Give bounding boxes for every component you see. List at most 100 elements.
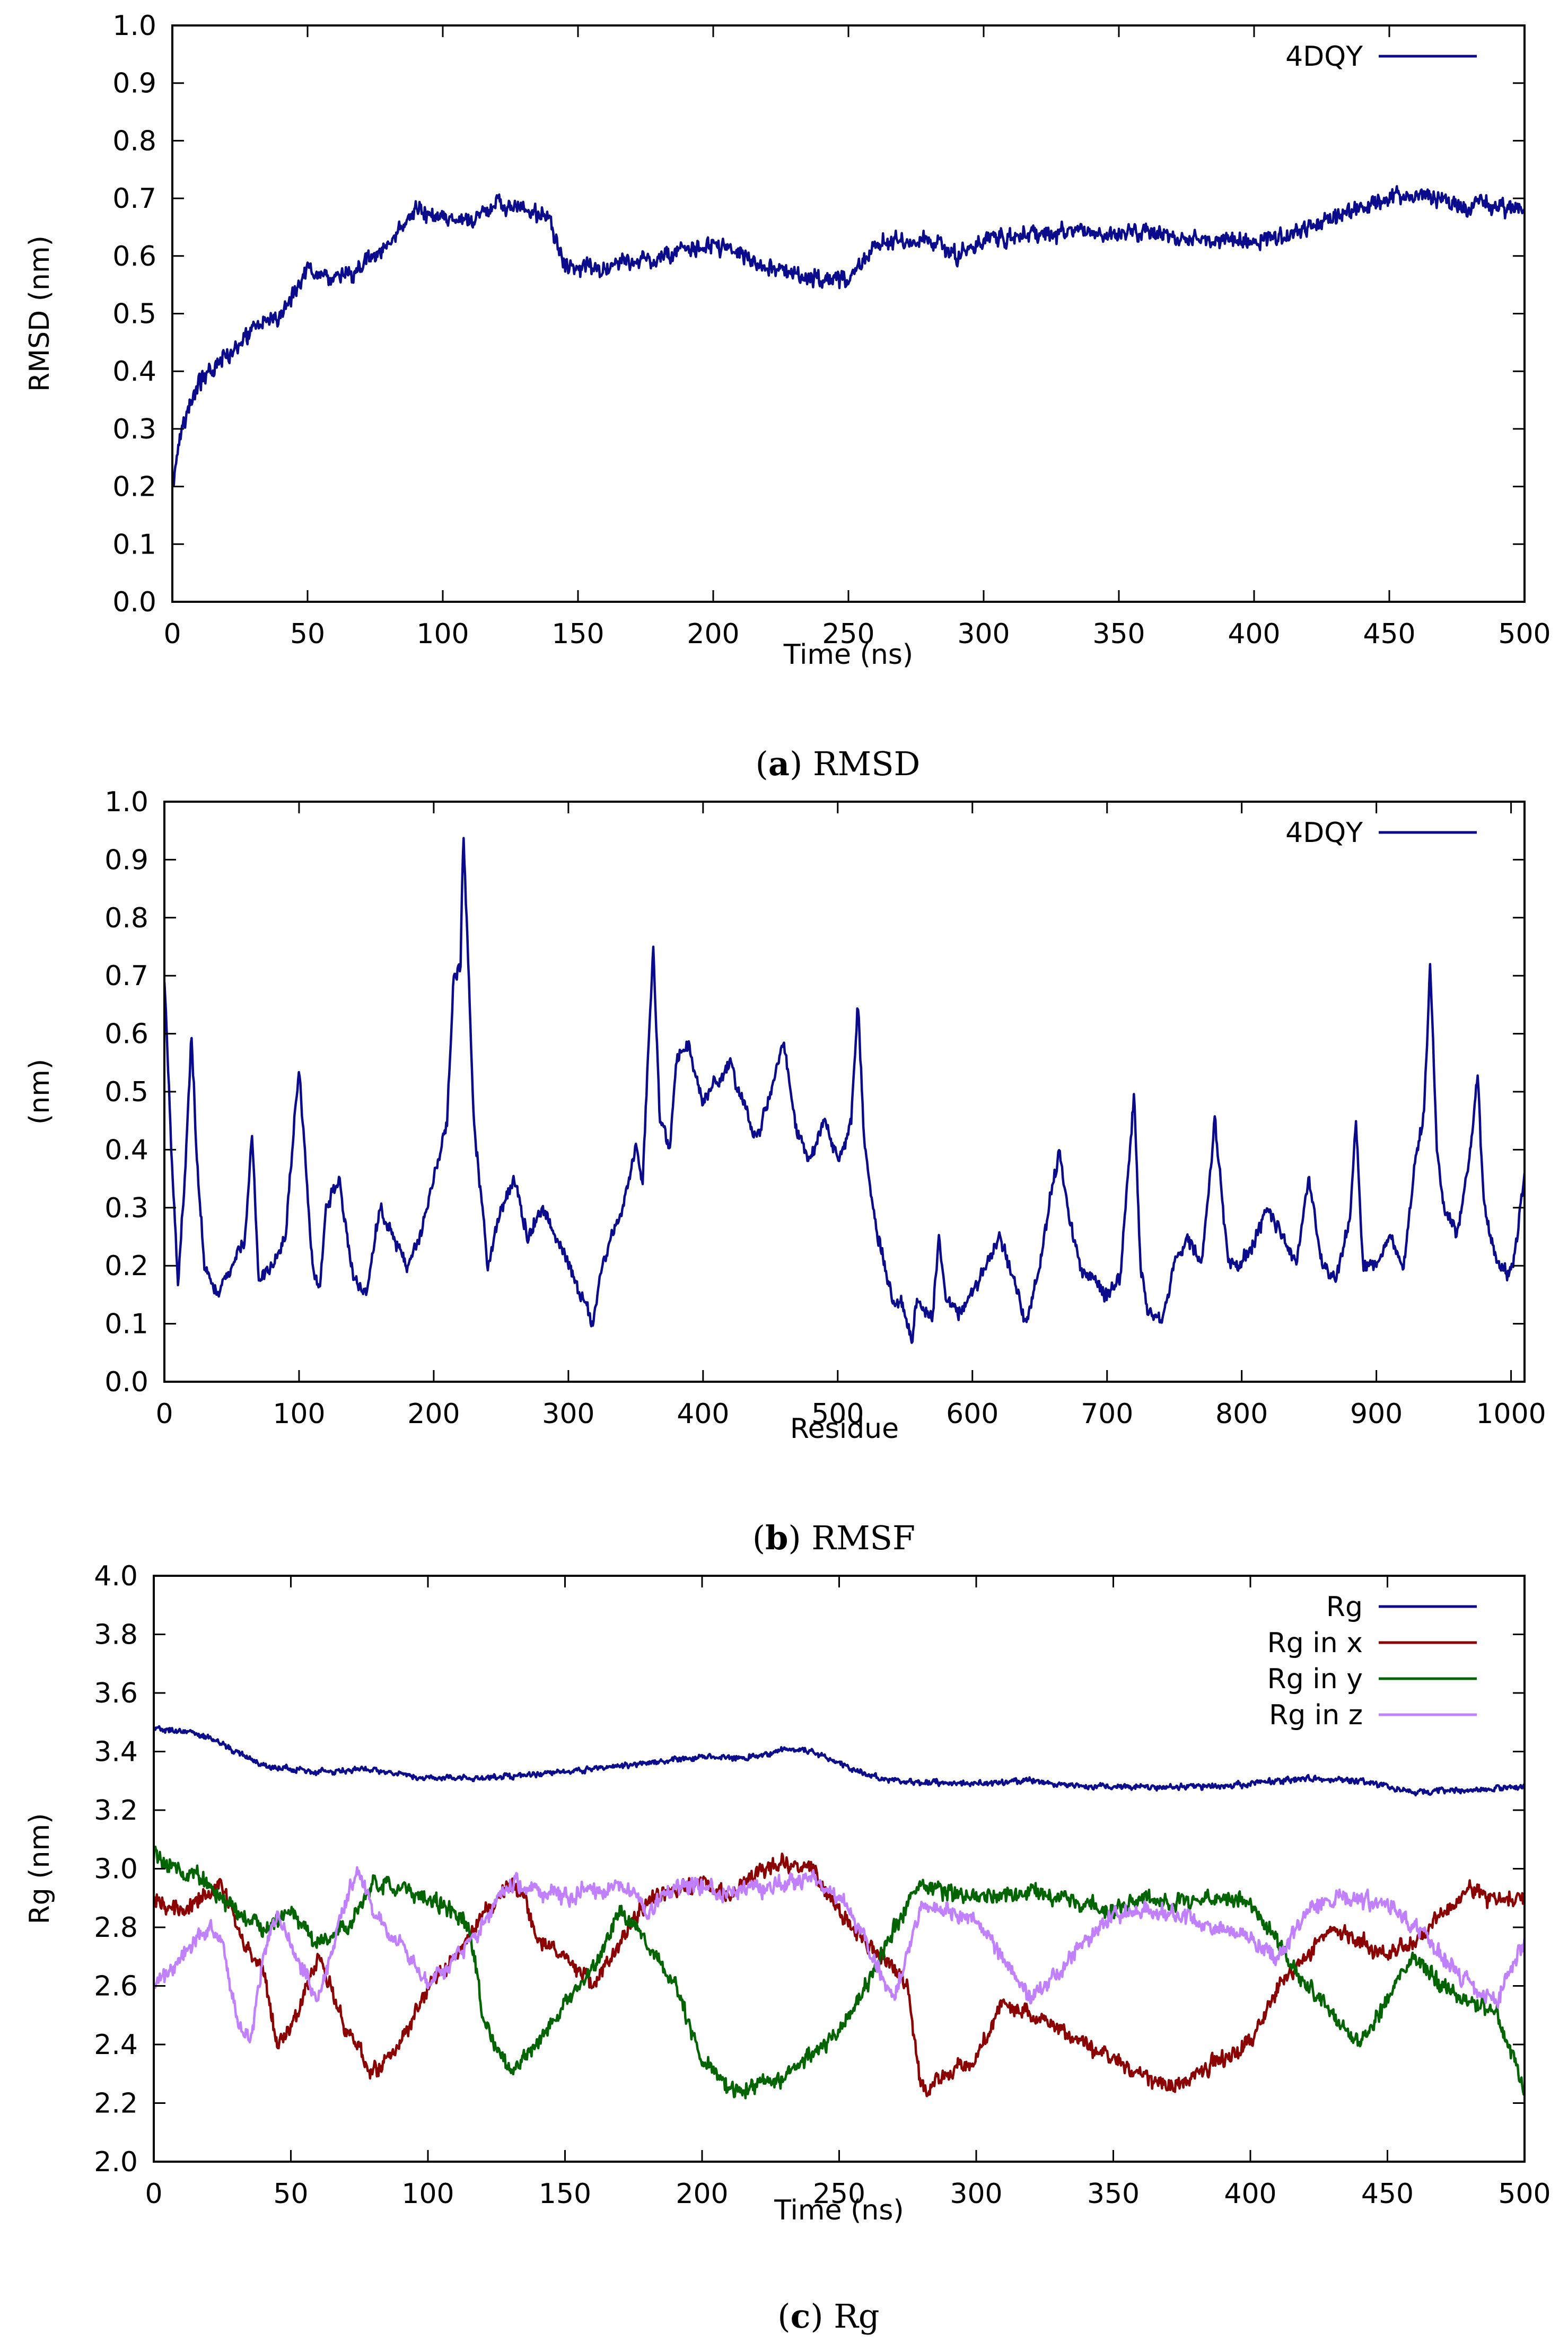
y-tick-label: 0.1 (104, 1309, 148, 1340)
series-group (164, 837, 1525, 1344)
caption-text: RMSD (813, 744, 920, 783)
x-axis-label: Time (ns) (783, 639, 913, 671)
y-tick-label: 0.3 (104, 1192, 148, 1224)
x-tick-label: 100 (273, 1398, 325, 1430)
x-tick-label: 50 (290, 618, 325, 650)
x-tick-label: 0 (145, 2178, 162, 2210)
x-axis-label: Time (ns) (774, 2195, 904, 2226)
chart-panel-c: 0 50 100 150 200 250 300 350 400 450 500 2.0 2.2 2.4 2… (24, 1560, 1551, 2336)
caption-text: Rg (834, 2297, 879, 2336)
y-tick-label: 3.0 (94, 1854, 138, 1885)
x-tick-label: 300 (542, 1398, 594, 1430)
y-tick-label: 3.4 (94, 1736, 138, 1768)
series-line-rg (154, 1725, 1525, 1797)
x-tick-label: 50 (273, 2178, 308, 2210)
y-tick-label: 0.2 (112, 471, 156, 503)
y-tick-label: 0.3 (112, 414, 156, 445)
figure-caption: (b) RMSF (752, 1519, 915, 1557)
y-axis-label: RMSD (nm) (24, 235, 56, 392)
x-tick-label: 250 (822, 618, 874, 650)
y-tick-label: 1.0 (112, 10, 156, 42)
y-tick-label: 0.0 (112, 586, 156, 618)
y-tick-label: 0.5 (112, 299, 156, 330)
legend-label: Rg in x (1267, 1627, 1363, 1659)
y-tick-label: 0.5 (104, 1076, 148, 1108)
caption-letter: c (791, 2297, 811, 2336)
x-tick-label: 700 (1081, 1398, 1133, 1430)
x-tick-label: 400 (677, 1398, 729, 1430)
x-tick-label: 400 (1224, 2178, 1276, 2210)
y-axis-label: (nm) (24, 1059, 56, 1125)
series-line-rg-in-y (154, 1845, 1525, 2100)
series-line-rg-in-z (154, 1866, 1525, 2043)
y-tick-label: 2.0 (94, 2146, 138, 2178)
x-tick-label: 1000 (1476, 1398, 1546, 1430)
legend-label: Rg in y (1267, 1663, 1363, 1695)
y-tick-label: 2.6 (94, 1971, 138, 2003)
y-tick-label: 0.2 (104, 1250, 148, 1282)
x-tick-label: 100 (401, 2178, 454, 2210)
x-tick-label: 500 (1498, 618, 1551, 650)
legend-label: 4DQY (1285, 817, 1363, 849)
y-tick-label: 0.4 (104, 1134, 148, 1166)
x-tick-label: 300 (957, 618, 1010, 650)
y-tick-label: 2.8 (94, 1912, 138, 1944)
y-tick-label: 3.2 (94, 1795, 138, 1827)
x-tick-label: 350 (1087, 2178, 1140, 2210)
x-tick-label: 350 (1092, 618, 1145, 650)
y-tick-label: 0.8 (104, 902, 148, 934)
y-tick-label: 0.0 (104, 1366, 148, 1398)
y-tick-label: 0.4 (112, 356, 156, 388)
x-tick-label: 900 (1350, 1398, 1403, 1430)
y-axis-label: Rg (nm) (24, 1813, 56, 1925)
y-tick-label: 0.9 (112, 68, 156, 100)
y-tick-label: 4.0 (94, 1560, 138, 1592)
x-tick-label: 800 (1215, 1398, 1268, 1430)
x-tick-label: 600 (946, 1398, 998, 1430)
x-tick-label: 300 (950, 2178, 1002, 2210)
y-tick-label: 0.6 (112, 241, 156, 273)
series-group (154, 1725, 1525, 2100)
caption-letter: a (768, 744, 790, 783)
x-tick-label: 250 (813, 2178, 865, 2210)
chart-panels: 0 50 100 150 200 250 300 350 400 450 5000.00.10.20… (24, 10, 1551, 2336)
x-tick-label: 200 (676, 2178, 728, 2210)
legend-label: Rg in z (1269, 1699, 1363, 1731)
x-tick-label: 0 (155, 1398, 173, 1430)
y-tick-label: 3.8 (94, 1619, 138, 1651)
legend-label: 4DQY (1285, 41, 1363, 73)
y-tick-label: 0.7 (104, 960, 148, 992)
x-tick-label: 450 (1363, 618, 1415, 650)
x-tick-label: 400 (1228, 618, 1280, 650)
x-tick-label: 200 (407, 1398, 460, 1430)
legend-label: Rg (1326, 1591, 1363, 1623)
y-tick-label: 2.2 (94, 2088, 138, 2120)
x-tick-label: 200 (687, 618, 739, 650)
x-tick-label: 500 (811, 1398, 864, 1430)
x-tick-label: 100 (416, 618, 469, 650)
figure-caption: (c) Rg (777, 2297, 879, 2336)
chart-panel-b: 0 100 200 300 400 500 600 700 800 900 1000 0.0 0.1 0.… (24, 786, 1546, 1557)
x-tick-label: 150 (551, 618, 604, 650)
y-tick-label: 2.4 (94, 2029, 138, 2061)
caption-letter: b (765, 1519, 788, 1557)
series-line-4dqy (172, 185, 1525, 487)
chart-panel-a: 0 50 100 150 200 250 300 350 400 450 500 0.0 0.1 0.2 0… (24, 10, 1551, 783)
x-tick-label: 150 (539, 2178, 591, 2210)
series-group (172, 185, 1525, 487)
figure-caption: (a) RMSD (756, 744, 921, 783)
caption-text: RMSF (811, 1519, 915, 1557)
y-tick-label: 0.6 (104, 1019, 148, 1050)
y-tick-label: 3.6 (94, 1678, 138, 1709)
y-tick-label: 0.7 (112, 183, 156, 215)
x-axis-label: Residue (790, 1413, 899, 1445)
y-tick-label: 0.8 (112, 125, 156, 157)
x-tick-label: 500 (1498, 2178, 1551, 2210)
x-tick-label: 450 (1361, 2178, 1414, 2210)
y-tick-label: 0.1 (112, 529, 156, 560)
series-line-4dqy (164, 837, 1525, 1344)
x-tick-label: 0 (163, 618, 181, 650)
y-tick-label: 1.0 (104, 786, 148, 818)
